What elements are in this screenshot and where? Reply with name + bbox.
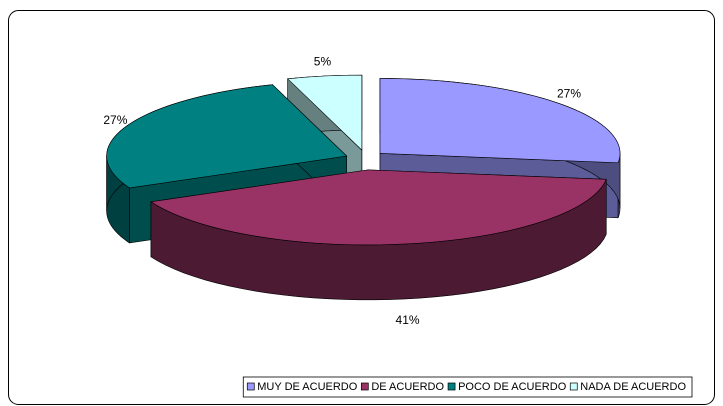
legend-swatch [360, 382, 369, 391]
pie: 27% 41% 27% 5% [103, 54, 621, 327]
legend-label: NADA DE ACUERDO [580, 381, 686, 393]
data-label: 5% [314, 54, 332, 68]
legend-label: DE ACUERDO [371, 381, 444, 393]
slice-top [287, 74, 363, 151]
legend-swatch [246, 382, 255, 391]
legend-label: POCO DE ACUERDO [458, 381, 567, 393]
legend: MUY DE ACUERDO DE ACUERDO POCO DE ACUERDO N… [242, 376, 693, 398]
slice-top [106, 84, 348, 189]
legend-swatch [447, 382, 456, 391]
legend-box [242, 376, 693, 398]
data-label: 41% [396, 313, 420, 327]
pie-slice [150, 169, 607, 301]
slice-top [379, 78, 621, 164]
data-label: 27% [557, 87, 581, 101]
legend-swatch [569, 382, 578, 391]
data-label: 27% [103, 113, 127, 127]
legend-label: MUY DE ACUERDO [257, 381, 357, 393]
slice-top [150, 169, 607, 246]
